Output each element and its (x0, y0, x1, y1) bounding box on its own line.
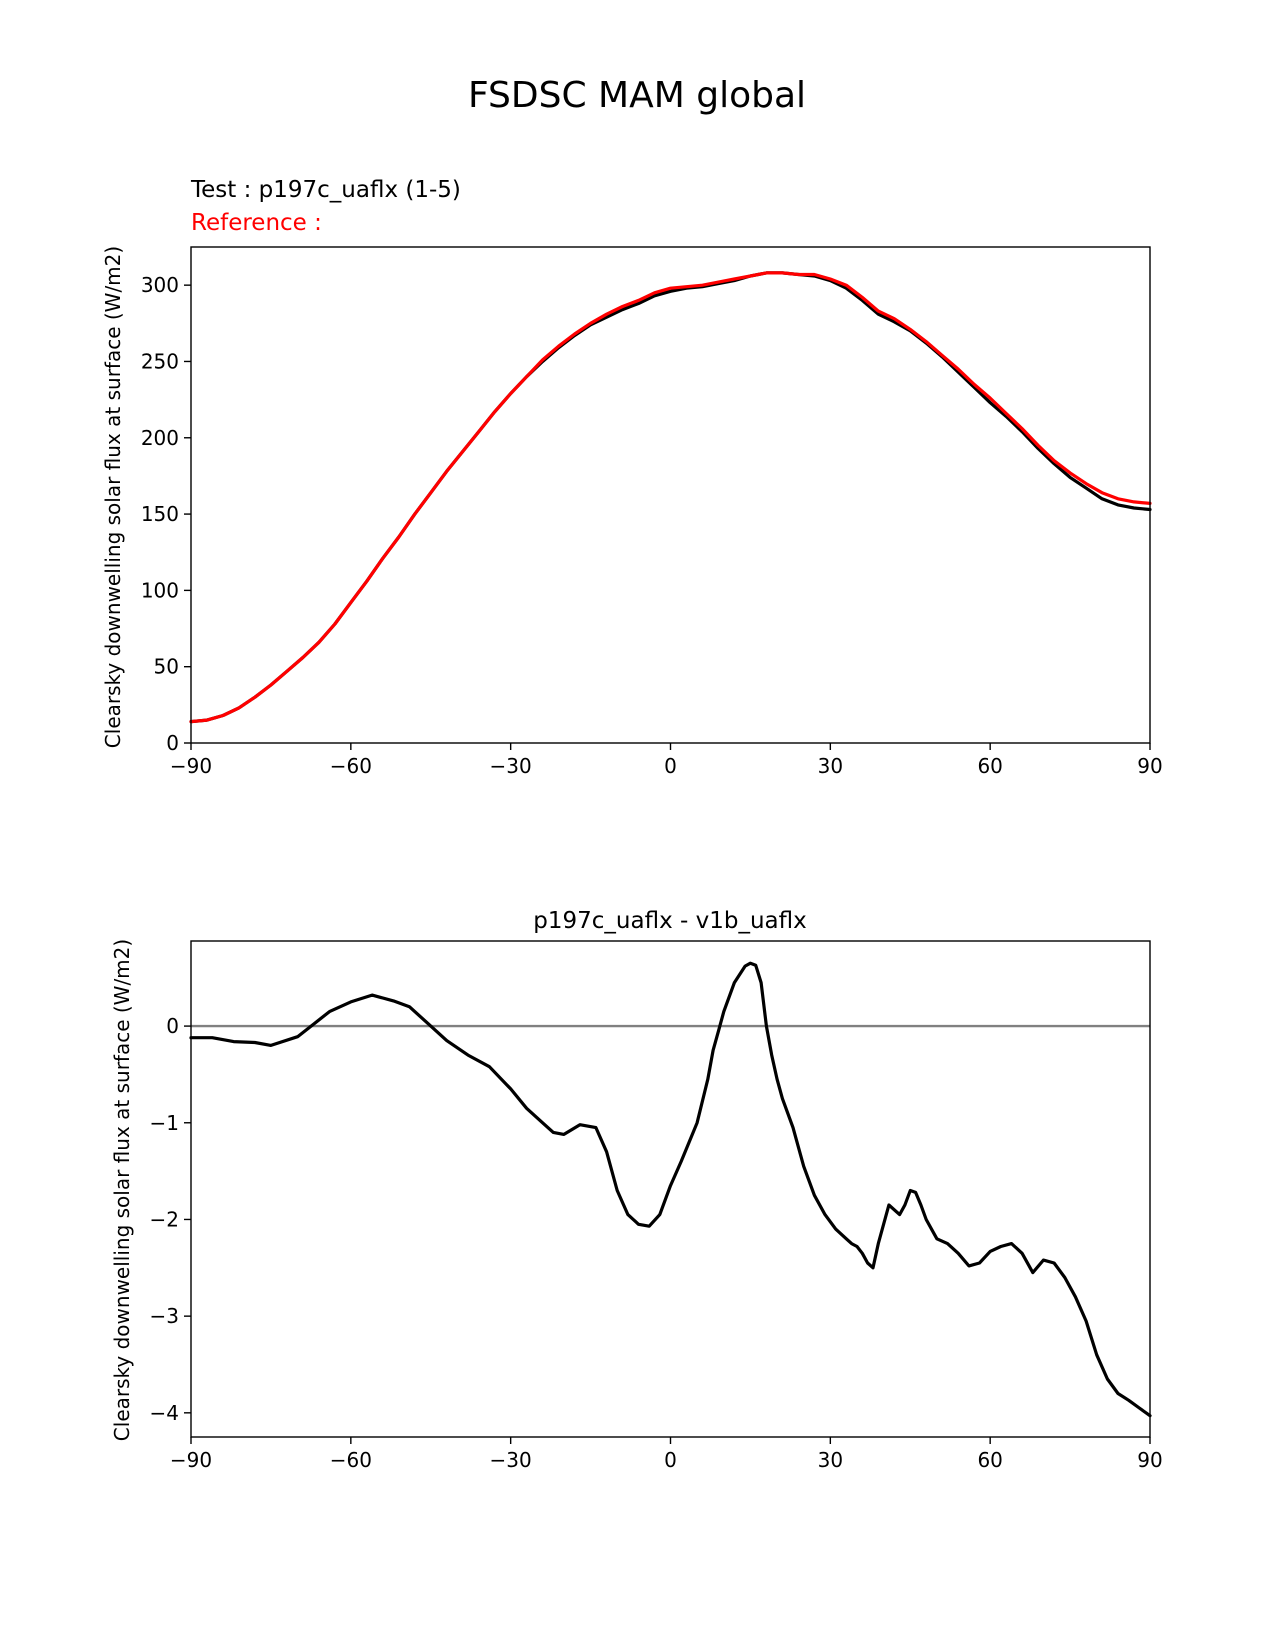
y-tick-label: −4 (150, 1401, 179, 1425)
y-tick-label: −1 (150, 1111, 179, 1135)
y-tick-label: 50 (154, 655, 179, 679)
x-tick-label: 90 (1137, 1448, 1162, 1472)
bottom-plot-area: −90 −60 −30 0 30 60 90 −4 −3 −2 −1 0 (150, 961, 1163, 1472)
x-tick-label: −30 (490, 754, 532, 778)
y-tick-label: 100 (141, 578, 179, 602)
difference-series-line (189, 961, 1152, 1418)
y-tick-label: −3 (150, 1304, 179, 1328)
y-tick-label: 0 (166, 1014, 179, 1038)
bottom-ylabel: Clearsky downwelling solar flux at surfa… (110, 939, 134, 1441)
x-tick-label: −60 (330, 754, 372, 778)
bottom-title: p197c_uaflx - v1b_uaflx (533, 908, 806, 934)
y-tick-label: 300 (141, 273, 179, 297)
x-tick-label: −90 (170, 1448, 212, 1472)
x-tick-label: −30 (490, 1448, 532, 1472)
x-tick-label: 0 (664, 754, 677, 778)
y-tick-label: 200 (141, 426, 179, 450)
y-tick-label: 0 (166, 731, 179, 755)
top-panel: Test : p197c_uaflx (1-5) Reference : Cle… (101, 177, 1163, 778)
top-title-reference: Reference : (191, 210, 322, 236)
top-title-test: Test : p197c_uaflx (1-5) (190, 177, 461, 203)
top-plot-area: −90 −60 −30 0 30 60 90 0 50 100 150 200 250 300 (141, 271, 1163, 778)
x-tick-label: 60 (977, 754, 1002, 778)
x-tick-label: 30 (818, 754, 843, 778)
reference-series-line (189, 271, 1152, 724)
figure-title: FSDSC MAM global (468, 75, 806, 116)
bottom-axes-frame (190, 940, 1151, 1438)
x-tick-label: 0 (664, 1448, 677, 1472)
y-tick-label: 150 (141, 502, 179, 526)
top-ylabel: Clearsky downwelling solar flux at surfa… (101, 246, 125, 748)
top-axes-frame (190, 246, 1151, 744)
x-tick-label: −60 (330, 1448, 372, 1472)
x-tick-label: 60 (977, 1448, 1002, 1472)
bottom-panel: p197c_uaflx - v1b_uaflx Clearsky downwel… (110, 908, 1163, 1472)
x-tick-label: 90 (1137, 754, 1162, 778)
y-tick-label: −2 (150, 1207, 179, 1231)
x-tick-label: 30 (818, 1448, 843, 1472)
y-tick-label: 250 (141, 349, 179, 373)
x-tick-label: −90 (170, 754, 212, 778)
